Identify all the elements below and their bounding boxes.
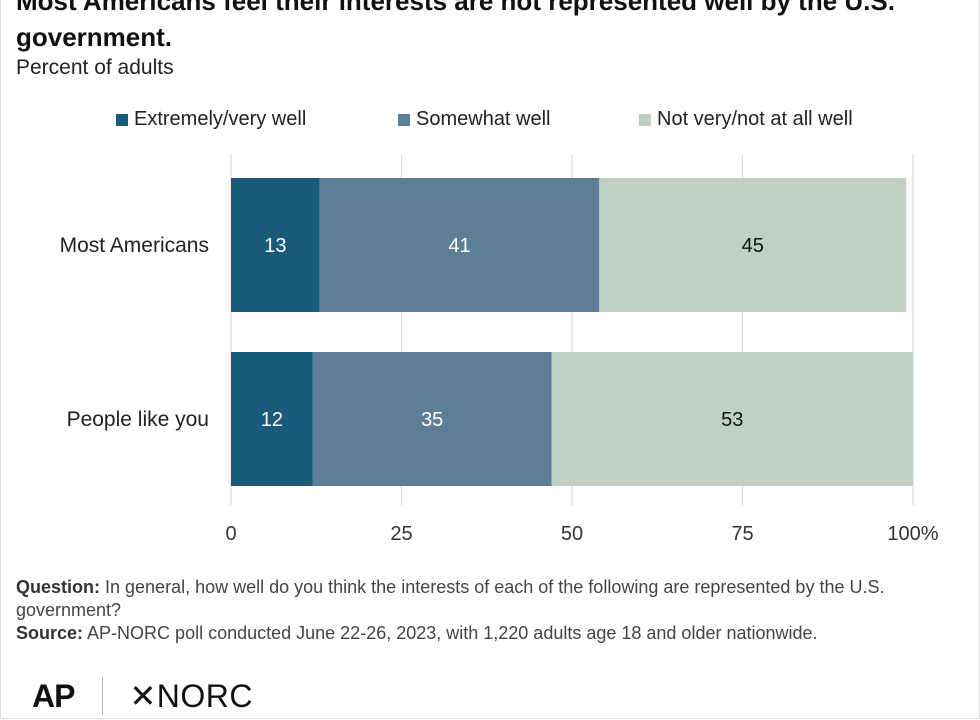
legend-item-somewhat-well: Somewhat well [398,108,551,131]
data-label: 12 [261,409,283,431]
bar-segment [599,178,907,312]
source-text: AP-NORC poll conducted June 22-26, 2023,… [87,623,818,643]
legend-swatch [398,113,410,126]
legend-swatch [639,113,651,126]
legend: Extremely/very well Somewhat well Not ve… [0,108,980,138]
ap-logo: AP [32,677,75,714]
legend-label: Extremely/very well [134,108,307,130]
data-label: 35 [421,409,443,431]
source-note: Source: AP-NORC poll conducted June 22-2… [16,622,966,645]
category-label: Most Americans [60,234,209,257]
legend-label: Not very/not at all well [657,108,853,130]
legend-label: Somewhat well [416,108,551,130]
data-label: 53 [721,409,743,431]
x-tick-label: 25 [390,523,412,545]
bar-segment [231,352,313,486]
x-tick-label: 100% [887,523,938,545]
data-label: 13 [264,235,286,257]
source-label: Source: [16,623,84,643]
legend-item-extremely-very-well: Extremely/very well [116,108,306,131]
x-tick-label: 50 [561,523,583,545]
chart-notes: Question: In general, how well do you th… [16,576,966,645]
data-label: 41 [448,235,470,257]
question-label: Question: [16,577,100,597]
bar-segment [231,178,320,312]
bar-segment [312,352,552,486]
question-note: Question: In general, how well do you th… [16,576,966,622]
logos: AP ✕NORC [32,676,253,716]
stacked-bar-chart: 0 25 50 75 100% Most Americans 13 41 45 People li… [60,155,939,545]
legend-item-not-very-well: Not very/not at all well [639,108,853,131]
category-label: People like you [67,408,209,431]
bar-segment [551,352,913,486]
chart-subtitle: Percent of adults [16,56,174,79]
norc-logo: ✕NORC [129,678,253,714]
legend-swatch [116,113,128,126]
question-text: In general, how well do you think the in… [16,577,885,620]
data-label: 45 [742,235,764,257]
bar-segment [319,178,600,312]
logo-divider [102,677,104,715]
x-tick-label: 75 [731,523,753,545]
chart-title: Most Americans feel their interests are … [16,0,895,52]
x-tick-label: 0 [225,523,236,545]
